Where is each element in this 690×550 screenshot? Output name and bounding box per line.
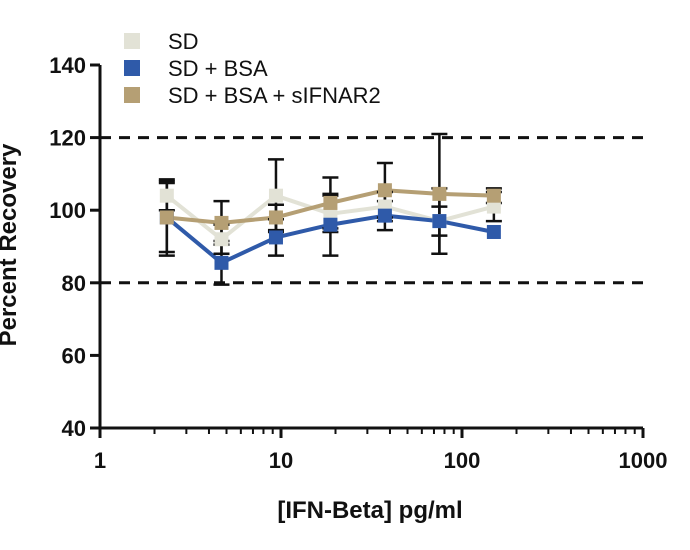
y-tick-label: 60 [62, 343, 86, 368]
x-tick-label: 100 [444, 448, 481, 473]
data-point [323, 206, 338, 221]
axes: 40 60 80 100 120 140 1 10 100 1000 [49, 53, 667, 473]
y-tick-label: 100 [49, 198, 86, 223]
y-tick-label: 80 [62, 271, 86, 296]
data-point [159, 210, 174, 225]
data-point [486, 188, 501, 203]
data-point [159, 188, 174, 203]
data-point [268, 188, 283, 203]
series-layer [158, 132, 502, 286]
x-axis-title: [IFN-Beta] pg/ml [277, 497, 462, 524]
data-point [377, 183, 392, 198]
x-tick-label: 1000 [619, 448, 668, 473]
data-point [268, 210, 283, 225]
error-bars-2 [158, 181, 448, 286]
data-point [214, 255, 229, 270]
reference-lines [100, 136, 643, 285]
data-point [486, 199, 501, 214]
data-point [432, 214, 447, 229]
y-tick-label: 40 [62, 416, 86, 441]
legend-label: SD [168, 29, 199, 54]
legend-swatch [124, 87, 140, 103]
data-point [432, 186, 447, 201]
data-point [486, 224, 501, 239]
legend-swatch [124, 60, 140, 76]
data-point [268, 230, 283, 245]
x-tick-label: 10 [269, 448, 293, 473]
data-point [323, 195, 338, 210]
x-tick-label: 1 [94, 448, 106, 473]
data-point [214, 232, 229, 247]
legend-swatch [124, 33, 140, 49]
y-axis-title: Percent Recovery [0, 143, 22, 346]
data-point [377, 208, 392, 223]
y-tick-label: 120 [49, 126, 86, 151]
markers-3 [159, 183, 501, 230]
y-tick-label: 140 [49, 53, 86, 78]
legend-label: SD + BSA [168, 56, 268, 81]
legend-label: SD + BSA + sIFNAR2 [168, 83, 381, 108]
data-point [214, 215, 229, 230]
data-point [323, 217, 338, 232]
